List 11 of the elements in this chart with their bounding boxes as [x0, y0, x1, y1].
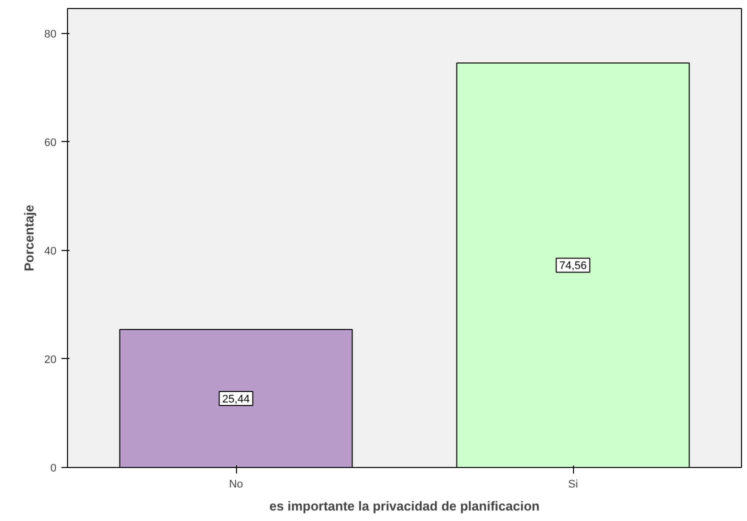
y-tick-label: 0 [50, 462, 57, 474]
y-tick-label: 20 [44, 354, 57, 366]
data-label: 25,44 [222, 393, 250, 406]
data-label: 74,56 [559, 260, 587, 272]
y-tick-label: 80 [44, 28, 57, 40]
x-tick-label: Si [568, 478, 578, 490]
y-tick-label: 60 [44, 136, 57, 149]
y-axis-title: Porcentaje [21, 204, 36, 272]
x-axis-title: es importante la privacidad de planificacion [269, 498, 540, 514]
x-tick-label: No [228, 478, 244, 490]
y-tick-label: 40 [44, 245, 57, 258]
